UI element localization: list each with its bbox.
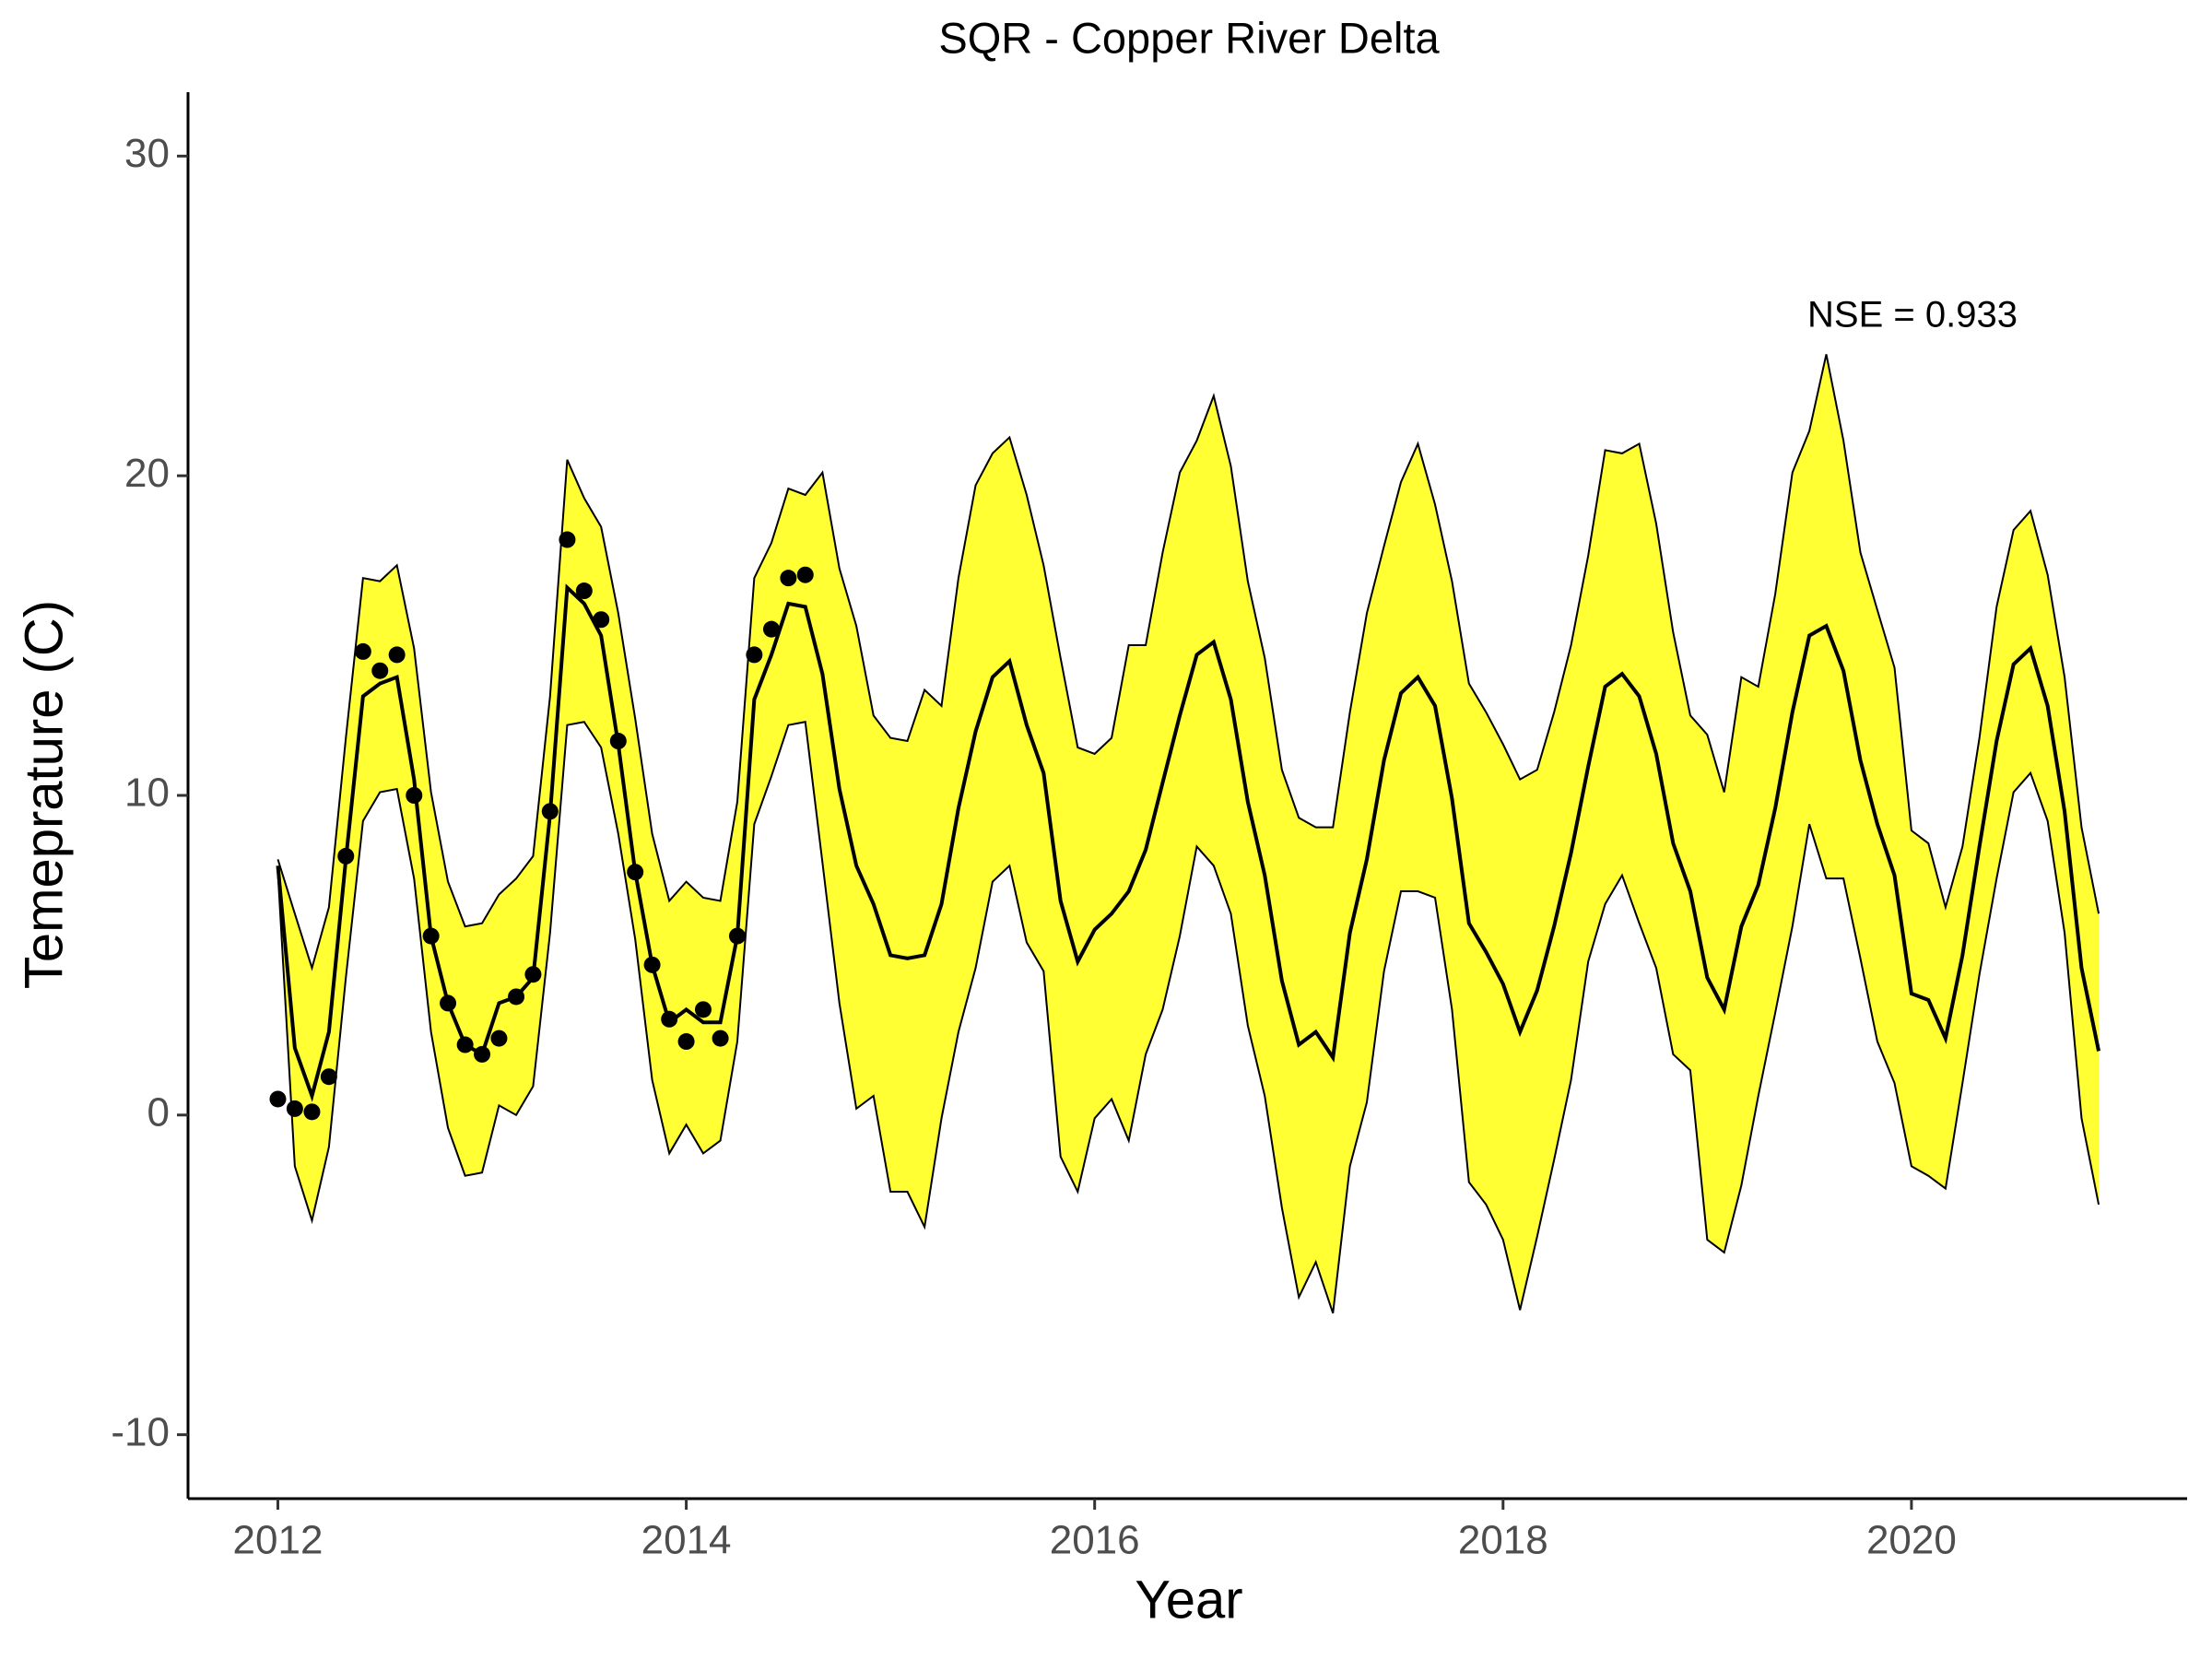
- observed-point: [780, 570, 797, 587]
- observed-point: [643, 956, 661, 973]
- observed-point: [440, 994, 457, 1012]
- x-tick-label: 2018: [1458, 1518, 1548, 1563]
- observed-point: [559, 531, 576, 548]
- observed-point: [609, 733, 627, 750]
- observed-point: [269, 1090, 287, 1108]
- observed-point: [303, 1103, 321, 1121]
- observed-point: [524, 966, 542, 983]
- observed-point: [320, 1068, 337, 1086]
- observed-point: [661, 1010, 678, 1028]
- y-axis-title: Temeprature (C): [14, 600, 74, 989]
- chart-title: SQR - Copper River Delta: [938, 13, 1440, 62]
- x-tick-label: 2014: [641, 1518, 732, 1563]
- observed-point: [593, 611, 610, 629]
- observed-point: [677, 1033, 695, 1051]
- observed-point: [627, 864, 644, 881]
- band-lower: [276, 721, 2100, 1314]
- observed-point: [541, 803, 559, 820]
- x-tick-label: 2016: [1050, 1518, 1140, 1563]
- observed-point: [508, 988, 525, 1006]
- y-tick-label: 10: [124, 771, 170, 816]
- y-tick-label: 30: [124, 131, 170, 176]
- prediction-band: [277, 354, 2100, 1313]
- y-tick-label: 20: [124, 451, 170, 496]
- x-tick-label: 2012: [233, 1518, 324, 1563]
- observed-point: [796, 566, 814, 583]
- observed-point: [371, 662, 389, 679]
- annotation: NSE = 0.933: [1807, 295, 2018, 335]
- observed-point: [490, 1030, 508, 1047]
- observed-point: [456, 1036, 474, 1053]
- y-tick-label: 0: [147, 1089, 170, 1135]
- observed-point: [728, 927, 746, 945]
- observed-point: [474, 1045, 491, 1063]
- observed-point: [422, 927, 440, 945]
- band-upper: [276, 354, 2100, 971]
- observed-point: [337, 847, 355, 865]
- observed-point: [712, 1030, 729, 1047]
- observed-point: [354, 642, 371, 660]
- observed-point: [746, 646, 763, 664]
- observed-point: [694, 1001, 712, 1018]
- y-tick-label: -10: [111, 1409, 170, 1454]
- observed-point: [388, 646, 406, 664]
- observed-point: [575, 582, 593, 600]
- observed-point: [286, 1100, 303, 1117]
- x-tick-label: 2020: [1866, 1518, 1957, 1563]
- median-line: [276, 583, 2101, 1102]
- observed-point: [762, 620, 780, 638]
- observed-point: [406, 787, 423, 804]
- x-axis-title: Year: [1135, 1570, 1242, 1630]
